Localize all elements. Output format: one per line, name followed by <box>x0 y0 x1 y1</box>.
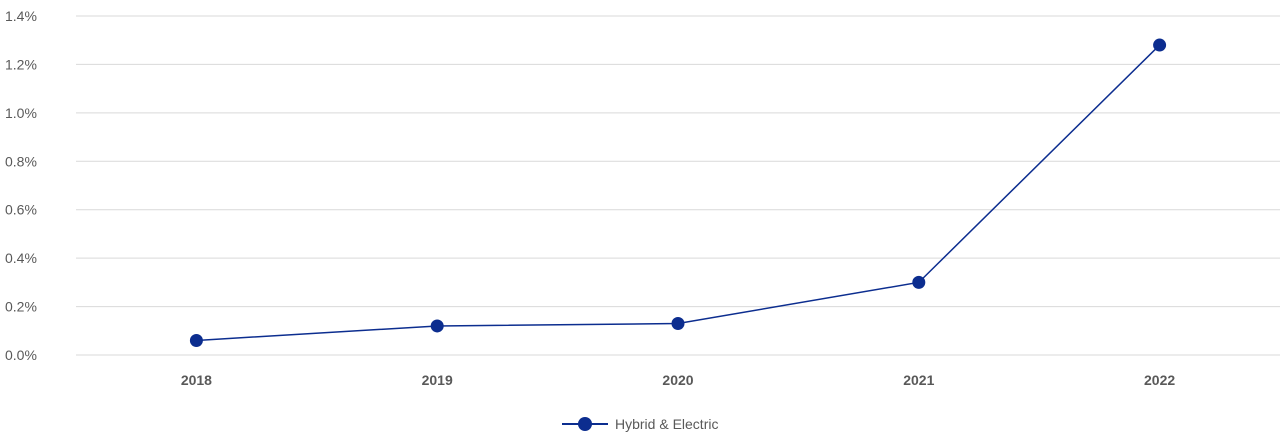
legend: Hybrid & Electric <box>562 416 718 432</box>
series-line <box>196 44 1161 342</box>
data-point <box>1153 38 1167 52</box>
x-tick-label: 2019 <box>422 372 453 388</box>
x-axis: 2018 2019 2020 2021 2022 <box>181 372 1176 388</box>
y-tick-label: 1.0% <box>5 105 37 121</box>
series-layer <box>189 38 1167 347</box>
data-point <box>189 333 203 347</box>
data-point <box>912 275 926 289</box>
y-axis: 0.0% 0.2% 0.4% 0.6% 0.8% 1.0% 1.2% 1.4% <box>5 8 37 363</box>
y-tick-label: 0.8% <box>5 153 37 169</box>
y-tick-label: 0.0% <box>5 347 37 363</box>
legend-label: Hybrid & Electric <box>615 416 718 432</box>
legend-swatch-marker <box>578 417 592 431</box>
y-tick-label: 1.2% <box>5 56 37 72</box>
gridlines <box>76 15 1280 356</box>
data-point <box>671 317 685 331</box>
data-point <box>430 319 444 333</box>
y-tick-label: 0.2% <box>5 299 37 315</box>
y-tick-label: 0.6% <box>5 202 37 218</box>
y-tick-label: 0.4% <box>5 250 37 266</box>
y-tick-label: 1.4% <box>5 8 37 24</box>
x-tick-label: 2018 <box>181 372 212 388</box>
x-tick-label: 2022 <box>1144 372 1175 388</box>
x-tick-label: 2020 <box>662 372 693 388</box>
x-tick-label: 2021 <box>903 372 934 388</box>
